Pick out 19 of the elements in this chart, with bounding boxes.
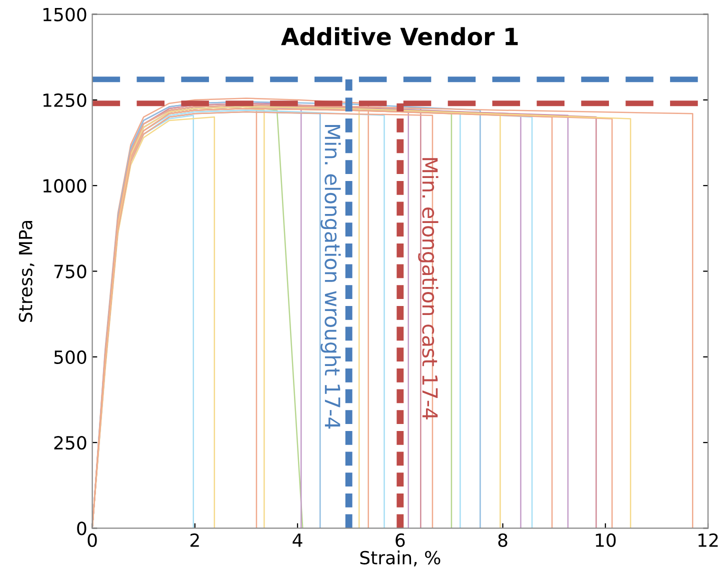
- y-tick-label: 0: [77, 522, 86, 536]
- ref-line-label: Min. elongation wrought 17-4: [320, 124, 341, 429]
- x-tick-label: 0: [88, 533, 97, 548]
- y-tick-label: 500: [54, 350, 86, 364]
- x-axis-title: Strain, %: [360, 550, 440, 566]
- y-tick-label: 1500: [43, 8, 86, 22]
- y-tick-label: 1250: [43, 93, 86, 108]
- y-axis-title: Stress, MPa: [18, 221, 34, 322]
- x-tick-label: 8: [498, 533, 508, 548]
- x-tick-label: 6: [396, 533, 405, 548]
- chart-title: Additive Vendor 1: [281, 27, 518, 46]
- y-tick-label: 750: [54, 264, 86, 278]
- x-tick-label: 2: [190, 533, 199, 547]
- x-tick-label: 10: [596, 533, 616, 548]
- ref-line-label: Min. elongation cast 17-4: [418, 158, 438, 420]
- y-tick-label: 1000: [43, 179, 86, 193]
- x-tick-label: 4: [292, 534, 302, 547]
- x-tick-label: 12: [698, 533, 718, 547]
- y-tick-label: 250: [54, 436, 86, 450]
